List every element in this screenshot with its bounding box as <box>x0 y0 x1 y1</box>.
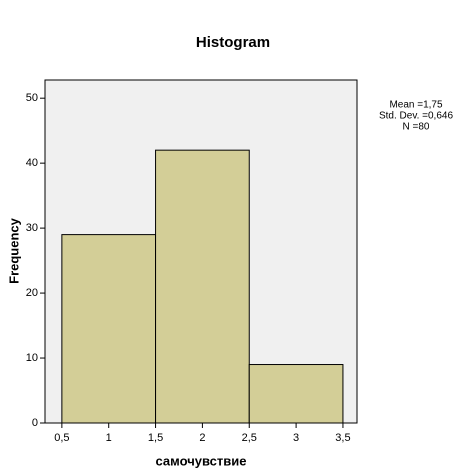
stat-annotation: N =80 <box>403 122 430 133</box>
x-tick-label: 0,5 <box>54 432 69 444</box>
y-tick-label: 0 <box>32 417 38 429</box>
bar <box>155 149 250 424</box>
stat-annotation: Mean =1,75 <box>389 100 443 111</box>
bar <box>61 234 157 424</box>
y-tick-label: 30 <box>26 222 38 234</box>
y-tick-label: 50 <box>26 92 38 104</box>
x-tick-label: 1,5 <box>148 432 163 444</box>
stat-annotation: Std. Dev. =0,646 <box>379 111 453 122</box>
x-tick-label: 2 <box>199 432 205 444</box>
chart-title: Histogram <box>196 34 270 51</box>
y-tick-label: 40 <box>26 157 38 169</box>
bar <box>248 364 344 424</box>
x-tick-label: 3,5 <box>335 432 350 444</box>
y-tick-label: 10 <box>26 352 38 364</box>
x-tick-label: 3 <box>293 432 299 444</box>
y-tick-label: 20 <box>26 287 38 299</box>
x-axis-label: самочувствие <box>156 453 247 468</box>
x-tick-label: 2,5 <box>242 432 257 444</box>
y-axis-label: Frequency <box>6 217 21 284</box>
x-tick-label: 1 <box>106 432 112 444</box>
